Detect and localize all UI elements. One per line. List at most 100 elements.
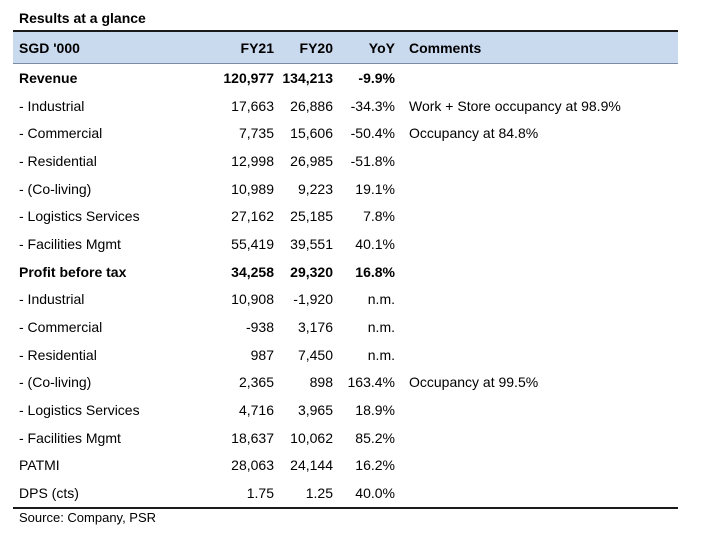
cell-comment bbox=[397, 396, 678, 424]
table-row: - Industrial 10,908 -1,920 n.m. bbox=[13, 286, 678, 314]
row-label: - Facilities Mgmt bbox=[19, 429, 121, 446]
cell-yoy: -51.8% bbox=[350, 152, 395, 169]
header-sgd: SGD '000 bbox=[13, 32, 185, 64]
cell-fy21: 18,637 bbox=[231, 429, 274, 446]
cell-comment bbox=[397, 147, 678, 175]
header-yoy: YoY bbox=[335, 32, 397, 64]
table-row: - Logistics Services 4,716 3,965 18.9% bbox=[13, 396, 678, 424]
table-row: - (Co-living) 10,989 9,223 19.1% bbox=[13, 175, 678, 203]
row-label: Profit before tax bbox=[19, 263, 127, 280]
cell-fy21: 34,258 bbox=[231, 263, 274, 280]
cell-comment bbox=[397, 202, 678, 230]
cell-comment bbox=[397, 230, 678, 258]
cell-yoy: 19.1% bbox=[355, 180, 395, 197]
table-row: PATMI 28,063 24,144 16.2% bbox=[13, 452, 678, 480]
cell-fy20: 26,985 bbox=[290, 152, 333, 169]
cell-fy21: 2,365 bbox=[238, 374, 274, 391]
cell-fy20: 15,606 bbox=[290, 125, 333, 142]
row-label: - Industrial bbox=[19, 97, 85, 114]
cell-fy21: 28,063 bbox=[231, 457, 274, 474]
cell-fy20: -1,920 bbox=[293, 291, 333, 308]
table-row: - Logistics Services 27,162 25,185 7.8% bbox=[13, 202, 678, 230]
cell-yoy: 7.8% bbox=[363, 208, 395, 225]
cell-comment bbox=[397, 175, 678, 203]
table-row: - Commercial 7,735 15,606 -50.4% Occupancy a… bbox=[13, 119, 678, 147]
cell-yoy: 16.2% bbox=[355, 457, 395, 474]
row-label: - Commercial bbox=[19, 319, 103, 336]
cell-comment: Occupancy at 84.8% bbox=[409, 125, 539, 142]
row-label: - Facilities Mgmt bbox=[19, 235, 121, 252]
cell-fy20: 3,965 bbox=[297, 402, 333, 419]
cell-yoy: 40.1% bbox=[355, 235, 395, 252]
cell-fy20: 134,213 bbox=[282, 69, 333, 86]
cell-yoy: n.m. bbox=[367, 319, 395, 336]
cell-yoy: -50.4% bbox=[350, 125, 395, 142]
cell-fy21: -938 bbox=[245, 319, 274, 336]
header-fy21: FY21 bbox=[185, 32, 276, 64]
cell-fy20: 898 bbox=[309, 374, 333, 391]
table-row: Profit before tax 34,258 29,320 16.8% bbox=[13, 258, 678, 286]
table-row: - Commercial -938 3,176 n.m. bbox=[13, 313, 678, 341]
cell-yoy: n.m. bbox=[367, 291, 395, 308]
cell-fy20: 1.25 bbox=[276, 479, 335, 509]
cell-fy20: 25,185 bbox=[290, 208, 333, 225]
row-label: - Commercial bbox=[19, 125, 103, 142]
table-header-row: SGD '000 FY21 FY20 YoY Comments bbox=[13, 32, 678, 64]
header-fy20: FY20 bbox=[276, 32, 335, 64]
cell-yoy: 85.2% bbox=[355, 429, 395, 446]
cell-fy21: 10,908 bbox=[231, 291, 274, 308]
row-label: - Logistics Services bbox=[19, 402, 140, 419]
cell-fy21: 7,735 bbox=[238, 125, 274, 142]
cell-fy21: 17,663 bbox=[231, 97, 274, 114]
cell-fy20: 26,886 bbox=[290, 97, 333, 114]
cell-fy20: 10,062 bbox=[290, 429, 333, 446]
table-row: DPS (cts) 1.75 1.25 40.0% bbox=[13, 479, 678, 509]
cell-yoy: -9.9% bbox=[358, 69, 395, 86]
table-body: Revenue 120,977 134,213 -9.9% - Industrial 17… bbox=[13, 64, 678, 509]
row-label: - (Co-living) bbox=[19, 374, 92, 391]
cell-comment bbox=[397, 286, 678, 314]
cell-comment bbox=[397, 258, 678, 286]
cell-yoy: n.m. bbox=[367, 346, 395, 363]
cell-comment bbox=[397, 452, 678, 480]
cell-fy21: 12,998 bbox=[231, 152, 274, 169]
table-row: - Facilities Mgmt 55,419 39,551 40.1% bbox=[13, 230, 678, 258]
cell-fy21: 120,977 bbox=[223, 69, 274, 86]
cell-comment: Occupancy at 99.5% bbox=[409, 374, 539, 391]
cell-fy20: 29,320 bbox=[290, 263, 333, 280]
source-note: Source: Company, PSR bbox=[19, 510, 157, 525]
cell-yoy: -34.3% bbox=[350, 97, 395, 114]
cell-fy21: 1.75 bbox=[185, 479, 276, 509]
header-comments: Comments bbox=[397, 32, 678, 64]
table-title: Results at a glance bbox=[19, 10, 146, 26]
cell-fy21: 10,989 bbox=[231, 180, 274, 197]
row-label: Revenue bbox=[19, 69, 78, 86]
row-label: - Residential bbox=[19, 152, 97, 169]
cell-yoy: 40.0% bbox=[335, 479, 397, 509]
cell-comment bbox=[397, 341, 678, 369]
cell-fy21: 55,419 bbox=[231, 235, 274, 252]
cell-fy20: 24,144 bbox=[290, 457, 333, 474]
cell-yoy: 18.9% bbox=[355, 402, 395, 419]
cell-yoy: 163.4% bbox=[347, 374, 395, 391]
cell-comment bbox=[397, 479, 678, 509]
table-row: - Residential 12,998 26,985 -51.8% bbox=[13, 147, 678, 175]
cell-fy20: 39,551 bbox=[290, 235, 333, 252]
cell-comment bbox=[397, 64, 678, 92]
row-label: - (Co-living) bbox=[19, 180, 92, 197]
row-label: PATMI bbox=[19, 457, 60, 474]
cell-fy20: 7,450 bbox=[297, 346, 333, 363]
table-row: - (Co-living) 2,365 898 163.4% Occupancy at … bbox=[13, 369, 678, 397]
row-label: - Industrial bbox=[19, 291, 85, 308]
cell-comment: Work + Store occupancy at 98.9% bbox=[409, 97, 621, 114]
cell-fy21: 987 bbox=[250, 346, 274, 363]
cell-comment bbox=[397, 313, 678, 341]
table-row: - Facilities Mgmt 18,637 10,062 85.2% bbox=[13, 424, 678, 452]
table-row: Revenue 120,977 134,213 -9.9% bbox=[13, 64, 678, 92]
row-label: DPS (cts) bbox=[13, 479, 185, 509]
cell-fy21: 27,162 bbox=[231, 208, 274, 225]
cell-fy20: 9,223 bbox=[297, 180, 333, 197]
title-divider bbox=[13, 30, 678, 32]
row-label: - Residential bbox=[19, 346, 97, 363]
cell-fy20: 3,176 bbox=[297, 319, 333, 336]
